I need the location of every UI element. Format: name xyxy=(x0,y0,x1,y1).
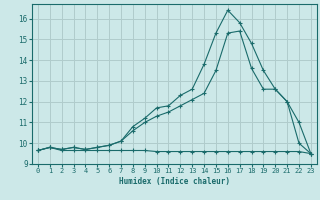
X-axis label: Humidex (Indice chaleur): Humidex (Indice chaleur) xyxy=(119,177,230,186)
